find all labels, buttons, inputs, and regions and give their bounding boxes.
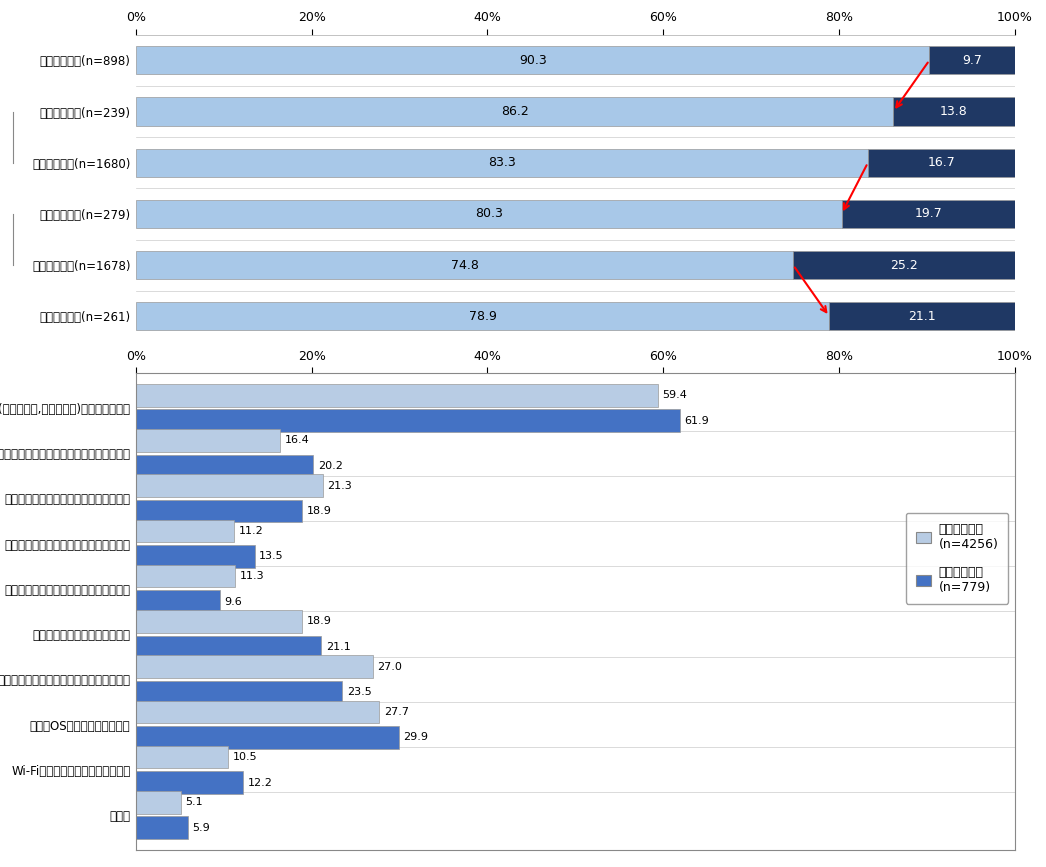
Bar	[136, 148, 868, 177]
Text: 86.2: 86.2	[501, 105, 528, 118]
Bar	[136, 655, 373, 678]
Text: 21.1: 21.1	[325, 642, 350, 652]
Bar	[136, 791, 181, 813]
Text: 19.7: 19.7	[914, 207, 942, 220]
Text: 12.2: 12.2	[248, 778, 272, 787]
Bar	[136, 610, 302, 633]
Bar	[793, 251, 1015, 279]
Text: 21.1: 21.1	[908, 310, 936, 323]
Bar	[136, 200, 842, 228]
Bar	[136, 817, 188, 839]
Bar	[893, 97, 1015, 126]
Bar	[136, 701, 380, 723]
Text: 13.8: 13.8	[940, 105, 968, 118]
Text: 16.7: 16.7	[928, 156, 955, 169]
Text: 27.0: 27.0	[378, 662, 403, 672]
Bar	[136, 746, 228, 768]
Text: 83.3: 83.3	[488, 156, 516, 169]
Text: 21.3: 21.3	[327, 480, 353, 491]
Bar	[136, 474, 323, 497]
Text: 23.5: 23.5	[347, 687, 371, 697]
Bar	[136, 409, 680, 432]
Bar	[136, 545, 254, 568]
Text: 9.7: 9.7	[962, 54, 982, 67]
Text: 13.5: 13.5	[259, 551, 283, 561]
Bar	[136, 303, 829, 330]
Bar	[136, 46, 930, 75]
Bar	[136, 97, 893, 126]
Bar	[136, 590, 221, 613]
Text: 18.9: 18.9	[306, 616, 332, 626]
Text: 11.3: 11.3	[240, 571, 265, 581]
Bar	[829, 303, 1015, 330]
Bar	[842, 200, 1015, 228]
Text: 11.2: 11.2	[238, 526, 264, 536]
Bar	[136, 429, 280, 452]
Bar	[136, 565, 235, 588]
Bar	[136, 500, 302, 523]
Bar	[136, 251, 793, 279]
Bar	[136, 454, 314, 477]
Text: 80.3: 80.3	[475, 207, 503, 220]
Bar	[136, 726, 399, 748]
Bar	[136, 636, 321, 658]
Text: 9.6: 9.6	[225, 596, 243, 607]
Text: 25.2: 25.2	[890, 258, 917, 271]
Text: 27.7: 27.7	[384, 707, 409, 717]
Text: 5.9: 5.9	[192, 823, 210, 832]
Text: 78.9: 78.9	[469, 310, 497, 323]
Text: 29.9: 29.9	[403, 733, 428, 742]
Text: 61.9: 61.9	[684, 415, 709, 426]
Text: 20.2: 20.2	[318, 461, 343, 471]
Text: 59.4: 59.4	[662, 390, 687, 401]
Bar	[930, 46, 1015, 75]
Text: 74.8: 74.8	[451, 258, 478, 271]
Bar	[136, 681, 342, 703]
Text: 18.9: 18.9	[306, 506, 332, 516]
Bar	[136, 772, 243, 794]
Bar	[136, 384, 658, 407]
Bar	[136, 519, 234, 542]
Text: 10.5: 10.5	[232, 752, 257, 762]
Text: 5.1: 5.1	[185, 798, 203, 807]
Legend: 同居家族あり
(n=4256), 同居家族なし
(n=779): 同居家族あり (n=4256), 同居家族なし (n=779)	[906, 513, 1008, 604]
Bar	[868, 148, 1015, 177]
Text: 16.4: 16.4	[285, 435, 310, 446]
Text: 90.3: 90.3	[519, 54, 547, 67]
